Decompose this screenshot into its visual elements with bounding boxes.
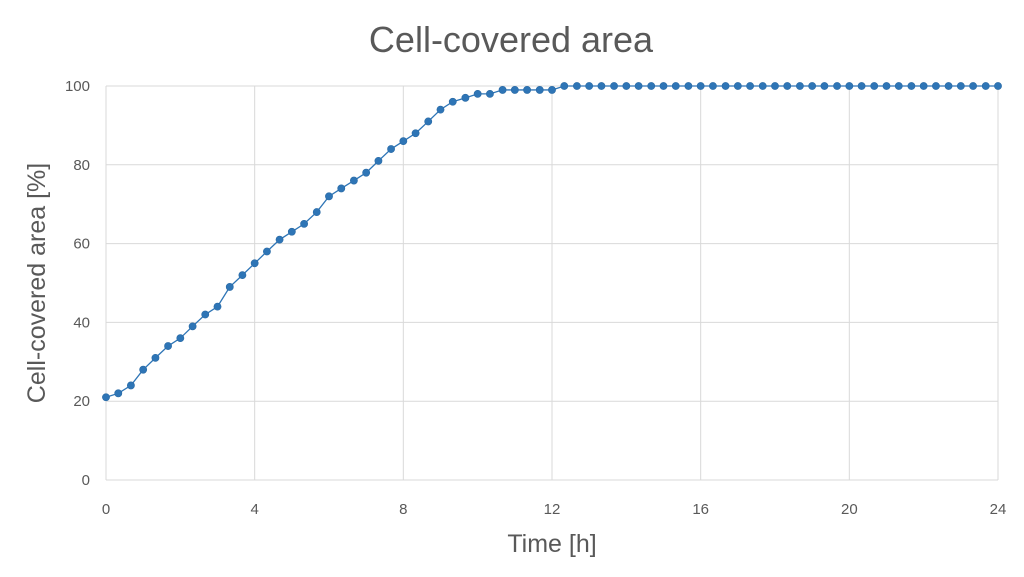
data-point xyxy=(164,342,172,350)
data-point xyxy=(312,208,321,216)
data-point xyxy=(919,82,928,90)
x-axis-title: Time [h] xyxy=(507,530,596,558)
data-point xyxy=(944,82,953,90)
data-point xyxy=(956,82,965,90)
data-point xyxy=(411,129,420,138)
data-point xyxy=(287,227,296,236)
data-point xyxy=(981,82,990,90)
x-tick-label: 24 xyxy=(990,501,1007,518)
data-point xyxy=(374,156,383,165)
data-point xyxy=(647,82,656,90)
y-tick-labels: 0 20 40 60 80 100 xyxy=(65,78,90,489)
series-layer xyxy=(102,82,1002,402)
data-point xyxy=(325,192,333,201)
data-point xyxy=(907,82,916,90)
data-point xyxy=(114,389,123,398)
data-point xyxy=(523,86,531,94)
data-point xyxy=(659,82,668,90)
data-point xyxy=(399,137,408,146)
data-point xyxy=(176,334,185,343)
data-point xyxy=(696,82,705,90)
data-point xyxy=(535,86,544,94)
data-point xyxy=(733,82,742,90)
x-tick-label: 16 xyxy=(692,501,709,518)
data-point xyxy=(436,105,445,114)
data-point xyxy=(448,97,457,106)
data-point xyxy=(127,381,135,390)
data-point xyxy=(771,82,779,90)
data-point xyxy=(560,82,569,90)
data-point xyxy=(213,302,222,311)
data-point xyxy=(758,82,767,90)
x-tick-label: 0 xyxy=(102,501,110,518)
data-point xyxy=(250,259,259,268)
data-point xyxy=(634,82,643,90)
data-point xyxy=(102,393,110,402)
x-tick-label: 4 xyxy=(250,501,258,518)
data-point xyxy=(894,82,903,90)
x-tick-label: 12 xyxy=(544,501,561,518)
data-point xyxy=(225,283,234,291)
data-point xyxy=(610,82,618,90)
data-point xyxy=(548,86,556,94)
data-point xyxy=(857,82,866,90)
data-point xyxy=(387,145,395,153)
data-point xyxy=(833,82,841,90)
data-point xyxy=(486,89,494,98)
x-tick-labels: 0 4 8 12 16 20 24 xyxy=(102,501,1007,518)
y-tick-label: 20 xyxy=(73,393,90,410)
data-point xyxy=(473,89,482,98)
data-point xyxy=(585,82,594,90)
data-point xyxy=(882,82,891,90)
data-point xyxy=(263,247,271,256)
x-tick-label: 20 xyxy=(841,501,858,518)
data-point xyxy=(994,82,1002,90)
y-tick-label: 60 xyxy=(73,236,90,253)
data-point xyxy=(969,82,977,90)
data-point xyxy=(845,82,854,90)
x-tick-label: 8 xyxy=(399,501,407,518)
data-point xyxy=(300,219,308,228)
data-point xyxy=(783,82,792,90)
data-point xyxy=(362,168,371,177)
data-point xyxy=(597,82,606,90)
data-point xyxy=(870,82,879,90)
y-tick-label: 40 xyxy=(73,314,90,331)
data-point xyxy=(201,310,210,319)
data-point xyxy=(151,353,160,362)
chart-title: Cell-covered area xyxy=(369,19,654,60)
data-point xyxy=(188,322,197,331)
data-point xyxy=(337,184,346,193)
y-tick-label: 0 xyxy=(82,472,90,489)
data-point xyxy=(275,235,284,244)
data-point xyxy=(622,82,631,90)
data-point xyxy=(820,82,829,90)
y-tick-label: 80 xyxy=(73,157,90,174)
data-point xyxy=(932,82,940,90)
data-point xyxy=(808,82,817,90)
data-point xyxy=(424,117,433,126)
gridlines xyxy=(105,85,999,481)
y-axis-title: Cell-covered area [%] xyxy=(23,163,51,403)
data-point xyxy=(498,86,507,94)
data-point xyxy=(721,82,730,90)
data-point xyxy=(709,82,717,90)
data-point xyxy=(238,271,247,280)
data-point xyxy=(139,365,148,374)
data-point xyxy=(796,82,804,90)
data-point xyxy=(350,176,358,185)
data-point xyxy=(461,93,470,102)
data-point xyxy=(684,82,693,90)
data-point xyxy=(746,82,754,90)
data-point xyxy=(573,82,581,90)
data-point xyxy=(510,86,519,94)
y-tick-label: 100 xyxy=(65,78,90,95)
data-point xyxy=(671,82,680,90)
